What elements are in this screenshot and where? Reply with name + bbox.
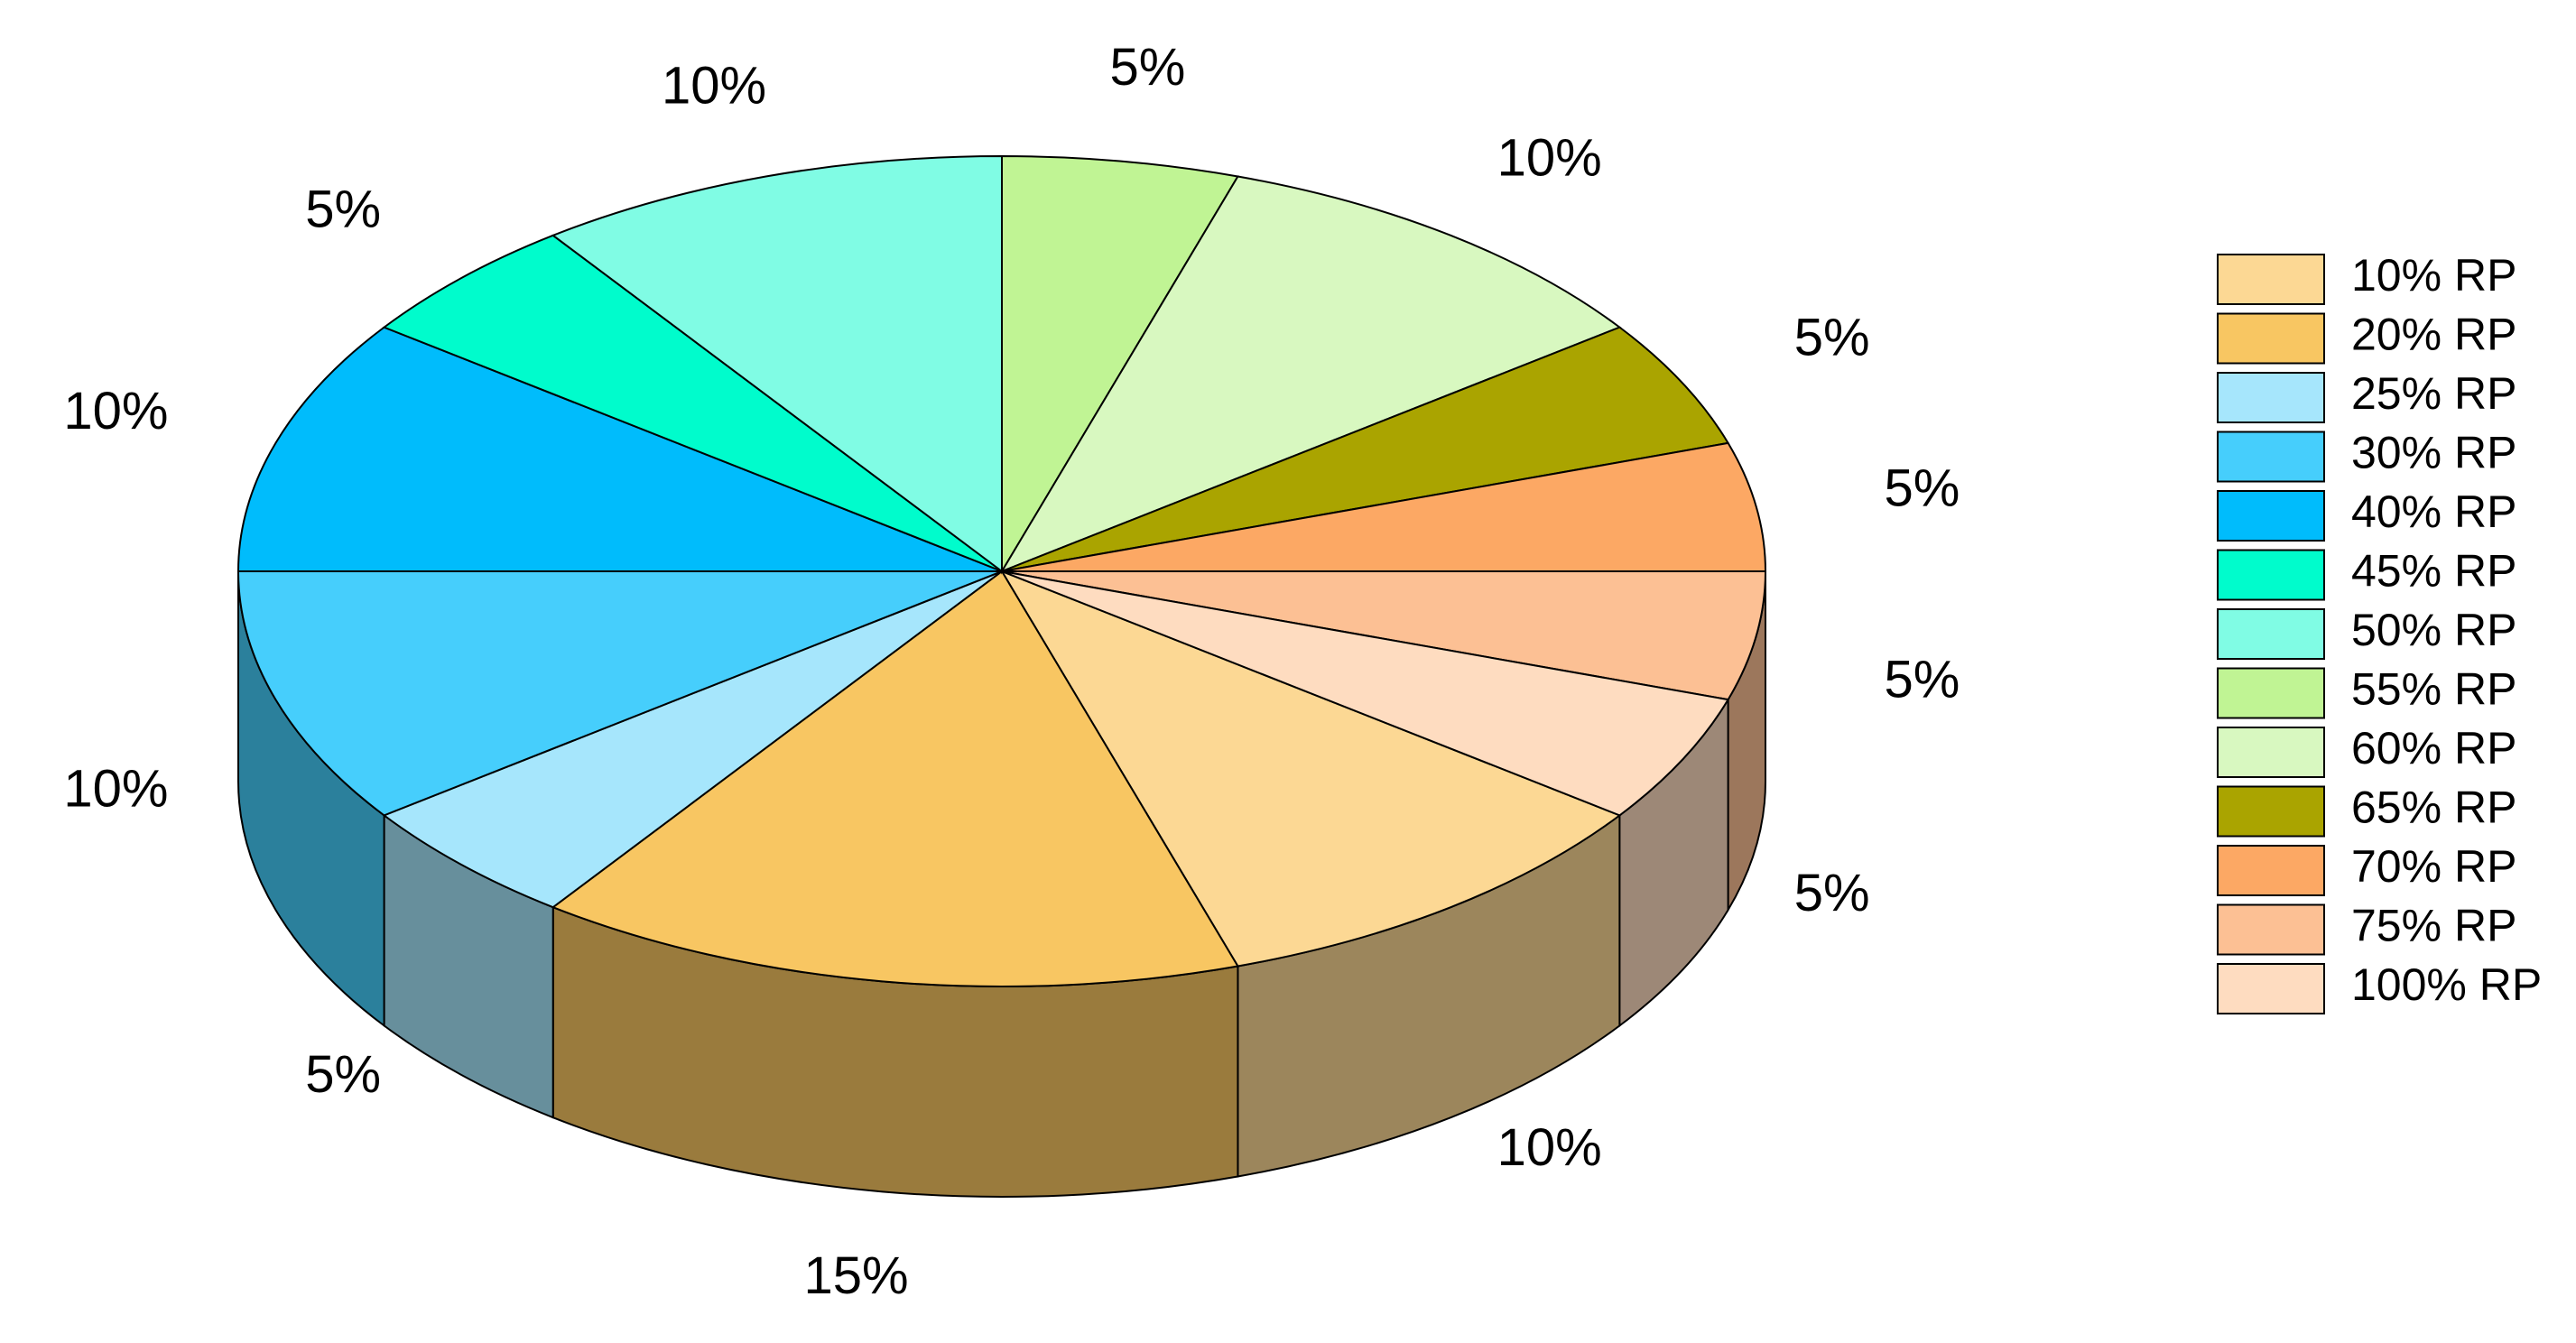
legend-swatch [2217, 254, 2325, 305]
legend-label: 25% RP [2351, 368, 2516, 419]
legend-label: 60% RP [2351, 723, 2516, 773]
pie-slice [999, 175, 1622, 574]
legend-label: 100% RP [2351, 959, 2542, 1010]
pie-slice [1001, 570, 1767, 701]
pie-slice [1001, 326, 1730, 572]
pie-slice [551, 154, 1003, 573]
pie-slice [236, 326, 1003, 572]
pie-slice [1001, 570, 1730, 817]
legend-swatch [2217, 727, 2325, 778]
data-label: 5% [1110, 38, 1186, 97]
legend-label: 45% RP [2351, 546, 2516, 597]
legend-swatch [2217, 903, 2325, 956]
legend-label: 20% RP [2351, 310, 2516, 360]
legend-swatch [2217, 667, 2325, 719]
legend-label: 10% RP [2351, 250, 2516, 301]
legend-swatch [2217, 785, 2325, 838]
pie-slice [236, 570, 1003, 817]
data-label: 5% [305, 180, 381, 238]
legend-label: 75% RP [2351, 901, 2516, 951]
legend-swatch [2217, 312, 2325, 365]
legend-swatch [2217, 431, 2325, 483]
legend-label: 55% RP [2351, 664, 2516, 715]
data-label: 5% [1884, 651, 1960, 709]
data-label: 10% [63, 382, 168, 440]
legend-swatch [2217, 608, 2325, 660]
data-label: 10% [63, 760, 168, 819]
data-label: 10% [662, 57, 766, 116]
data-label: 10% [1497, 1118, 1602, 1177]
data-label: 5% [1794, 309, 1870, 367]
pie-slice [1001, 154, 1240, 575]
pie-slice [999, 569, 1622, 968]
legend-swatch [2217, 372, 2325, 423]
legend-swatch [2217, 963, 2325, 1014]
pie-slice [382, 570, 1003, 909]
legend-swatch [2217, 490, 2325, 542]
data-label: 5% [1884, 459, 1960, 518]
legend-label: 70% RP [2351, 841, 2516, 892]
legend-label: 40% RP [2351, 486, 2516, 537]
legend-label: 30% RP [2351, 428, 2516, 478]
legend-label: 50% RP [2351, 605, 2516, 655]
legend-label: 65% RP [2351, 783, 2516, 833]
pie-slice [1001, 441, 1767, 572]
legend-swatch [2217, 549, 2325, 601]
data-label: 5% [1794, 864, 1870, 922]
data-label: 10% [1497, 128, 1602, 187]
data-label: 5% [305, 1045, 381, 1104]
pie-slice [382, 234, 1003, 572]
pie-slice [551, 570, 1240, 988]
legend-swatch [2217, 845, 2325, 896]
data-label: 15% [803, 1246, 908, 1305]
